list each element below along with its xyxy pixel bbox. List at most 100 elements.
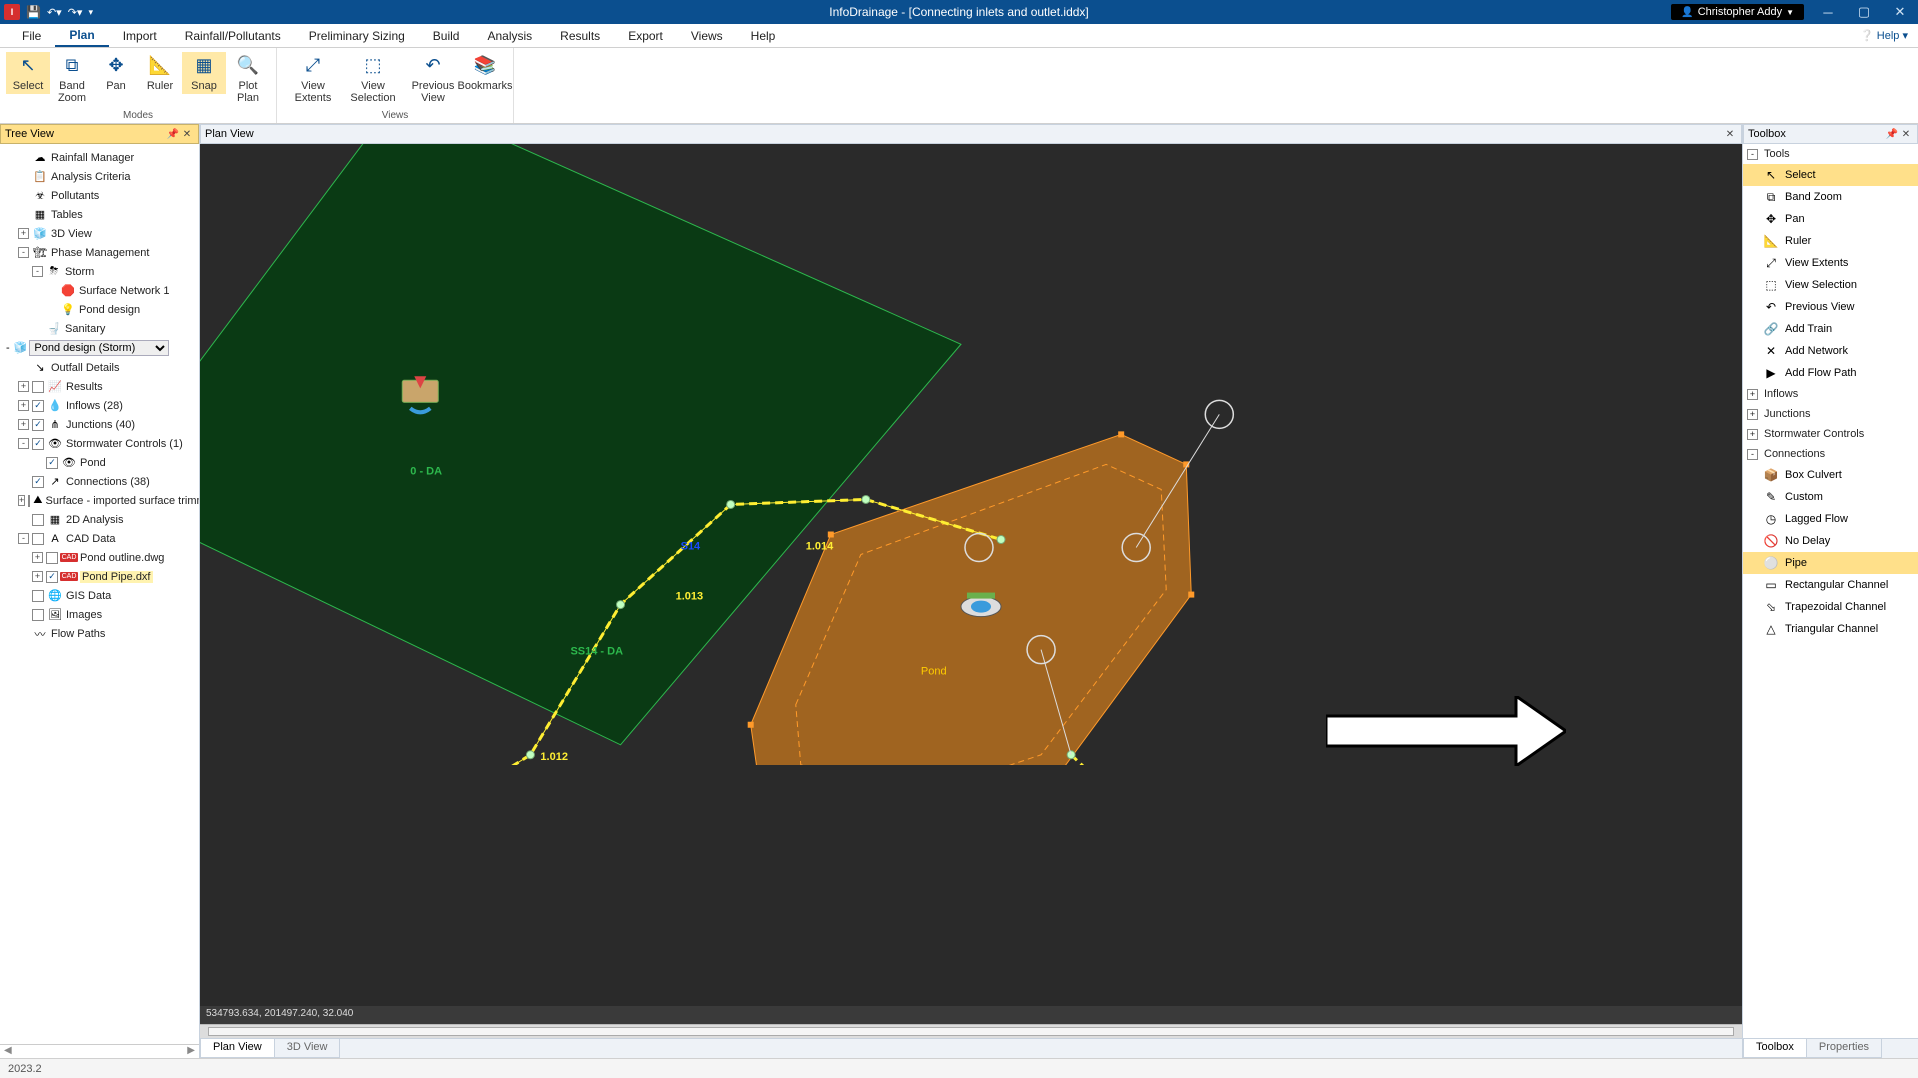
tree-node-rainfall-manager[interactable]: ☁Rainfall Manager bbox=[2, 148, 197, 167]
ribbon-previous-view[interactable]: ↶Previous View bbox=[403, 52, 463, 106]
tree-node-2d-analysis[interactable]: ▦2D Analysis bbox=[2, 510, 197, 529]
maximize-button[interactable]: ▢ bbox=[1846, 0, 1882, 24]
tool-add-network[interactable]: ✕Add Network bbox=[1743, 340, 1918, 362]
toolbox-group-tools[interactable]: -Tools bbox=[1743, 144, 1918, 164]
tool-trapezoidal-channel[interactable]: ⬂Trapezoidal Channel bbox=[1743, 596, 1918, 618]
tool-add-train[interactable]: 🔗Add Train bbox=[1743, 318, 1918, 340]
menu-preliminarysizing[interactable]: Preliminary Sizing bbox=[295, 24, 419, 47]
menu-build[interactable]: Build bbox=[419, 24, 474, 47]
tree-node-results[interactable]: +📈Results bbox=[2, 377, 197, 396]
tree-node-pond-design[interactable]: 💡Pond design bbox=[2, 300, 197, 319]
help-link[interactable]: ❔Help ▾ bbox=[1860, 24, 1918, 47]
tree-node-surface-network-1[interactable]: 🛑Surface Network 1 bbox=[2, 281, 197, 300]
tree-view-title: Tree View bbox=[5, 128, 54, 140]
tree-node-gis-data[interactable]: 🌐GIS Data bbox=[2, 586, 197, 605]
pin-icon[interactable]: 📌 bbox=[1885, 129, 1899, 140]
user-menu[interactable]: 👤Christopher Addy▼ bbox=[1671, 4, 1804, 20]
tree-node-connections--38-[interactable]: ↗Connections (38) bbox=[2, 472, 197, 491]
menu-views[interactable]: Views bbox=[677, 24, 737, 47]
tool-view-extents[interactable]: ⤢View Extents bbox=[1743, 252, 1918, 274]
tree-node-surface---imported-surface-trimmed[interactable]: +⛰Surface - imported surface trimmed bbox=[2, 491, 197, 510]
tree-node-sanitary[interactable]: 🚽Sanitary bbox=[2, 319, 197, 338]
tool-view-selection[interactable]: ⬚View Selection bbox=[1743, 274, 1918, 296]
tree-node-junctions--40-[interactable]: +⋔Junctions (40) bbox=[2, 415, 197, 434]
plan-close-icon[interactable]: ✕ bbox=[1723, 129, 1737, 140]
tool-box-culvert[interactable]: 📦Box Culvert bbox=[1743, 464, 1918, 486]
tool-rectangular-channel[interactable]: ▭Rectangular Channel bbox=[1743, 574, 1918, 596]
tree-scroll-right[interactable]: ▶ bbox=[187, 1045, 195, 1058]
tree-node-cad-data[interactable]: -ACAD Data bbox=[2, 529, 197, 548]
plan-view-header: Plan View ✕ bbox=[200, 124, 1742, 144]
menu-results[interactable]: Results bbox=[546, 24, 614, 47]
undo-icon[interactable]: ↶▾ bbox=[47, 6, 62, 19]
pin-icon[interactable]: 📌 bbox=[166, 129, 180, 140]
tool-ruler[interactable]: 📐Ruler bbox=[1743, 230, 1918, 252]
plan-canvas[interactable]: 0 - DASS14 - DAPond1.0141.0131.012.0041.… bbox=[200, 144, 1742, 1006]
tree-node-images[interactable]: 🖼Images bbox=[2, 605, 197, 624]
toolbox-tab-toolbox[interactable]: Toolbox bbox=[1743, 1039, 1807, 1058]
ribbon-view-extents[interactable]: ⤢View Extents bbox=[283, 52, 343, 106]
menu-rainfallpollutants[interactable]: Rainfall/Pollutants bbox=[171, 24, 295, 47]
phase-selector[interactable]: -🧊Pond design (Storm) bbox=[6, 340, 193, 356]
tree-node-stormwater-controls--1-[interactable]: -👁Stormwater Controls (1) bbox=[2, 434, 197, 453]
minimize-button[interactable]: ─ bbox=[1810, 0, 1846, 24]
qat-customize-icon[interactable]: ▾ bbox=[88, 7, 93, 18]
window-title: InfoDrainage - [Connecting inlets and ou… bbox=[829, 5, 1089, 19]
menu-file[interactable]: File bbox=[8, 24, 55, 47]
toolbox-title: Toolbox bbox=[1748, 128, 1786, 140]
view-tab-plan-view[interactable]: Plan View bbox=[200, 1039, 275, 1058]
close-icon[interactable]: ✕ bbox=[180, 129, 194, 140]
ribbon-ruler[interactable]: 📐Ruler bbox=[138, 52, 182, 94]
menu-plan[interactable]: Plan bbox=[55, 24, 108, 47]
view-tab-3d-view[interactable]: 3D View bbox=[274, 1039, 341, 1058]
ribbon-plot-plan[interactable]: 🔍Plot Plan bbox=[226, 52, 270, 106]
menu-analysis[interactable]: Analysis bbox=[473, 24, 546, 47]
close-button[interactable]: ✕ bbox=[1882, 0, 1918, 24]
ribbon-bookmarks[interactable]: 📚Bookmarks bbox=[463, 52, 507, 94]
tool-add-flow-path[interactable]: ▶Add Flow Path bbox=[1743, 362, 1918, 384]
ribbon-select[interactable]: ↖Select bbox=[6, 52, 50, 94]
tree-node-phase-management[interactable]: -🏗Phase Management bbox=[2, 243, 197, 262]
tree-node-pond[interactable]: 👁Pond bbox=[2, 453, 197, 472]
tree-node-analysis-criteria[interactable]: 📋Analysis Criteria bbox=[2, 167, 197, 186]
tree-node-flow-paths[interactable]: 〰Flow Paths bbox=[2, 624, 197, 643]
ribbon-snap[interactable]: ▦Snap bbox=[182, 52, 226, 94]
ribbon-pan[interactable]: ✥Pan bbox=[94, 52, 138, 94]
ribbon-group-modes: Modes bbox=[0, 110, 276, 123]
ribbon-band-zoom[interactable]: ⧉Band Zoom bbox=[50, 52, 94, 106]
tool-select[interactable]: ↖Select bbox=[1743, 164, 1918, 186]
toolbox-group-connections[interactable]: -Connections bbox=[1743, 444, 1918, 464]
menu-help[interactable]: Help bbox=[737, 24, 790, 47]
tool-no-delay[interactable]: 🚫No Delay bbox=[1743, 530, 1918, 552]
toolbox-group-inflows[interactable]: +Inflows bbox=[1743, 384, 1918, 404]
redo-icon[interactable]: ↷▾ bbox=[68, 6, 83, 19]
tool-custom[interactable]: ✎Custom bbox=[1743, 486, 1918, 508]
tool-lagged-flow[interactable]: ◷Lagged Flow bbox=[1743, 508, 1918, 530]
menu-import[interactable]: Import bbox=[109, 24, 171, 47]
tree-node-pollutants[interactable]: ☣Pollutants bbox=[2, 186, 197, 205]
tree-node-pond-outline-dwg[interactable]: +CADPond outline.dwg bbox=[2, 548, 197, 567]
plan-scroll-x[interactable] bbox=[200, 1024, 1742, 1038]
tool-band-zoom[interactable]: ⧉Band Zoom bbox=[1743, 186, 1918, 208]
close-icon[interactable]: ✕ bbox=[1899, 129, 1913, 140]
coordinate-readout: 534793.634, 201497.240, 32.040 bbox=[200, 1006, 1742, 1024]
tool-triangular-channel[interactable]: △Triangular Channel bbox=[1743, 618, 1918, 640]
tree-node-tables[interactable]: ▦Tables bbox=[2, 205, 197, 224]
tree-node-3d-view[interactable]: +🧊3D View bbox=[2, 224, 197, 243]
tree-body[interactable]: ☁Rainfall Manager📋Analysis Criteria☣Poll… bbox=[0, 144, 199, 1044]
tree-node-inflows--28-[interactable]: +💧Inflows (28) bbox=[2, 396, 197, 415]
toolbox-group-junctions[interactable]: +Junctions bbox=[1743, 404, 1918, 424]
toolbox-tab-properties[interactable]: Properties bbox=[1806, 1039, 1882, 1058]
tree-node-pond-pipe-dxf[interactable]: +CADPond Pipe.dxf bbox=[2, 567, 197, 586]
tree-node-outfall-details[interactable]: ↘Outfall Details bbox=[2, 358, 197, 377]
toolbox-group-stormwater-controls[interactable]: +Stormwater Controls bbox=[1743, 424, 1918, 444]
app-icon: I bbox=[4, 4, 20, 20]
ribbon-view-selection[interactable]: ⬚View Selection bbox=[343, 52, 403, 106]
tool-pan[interactable]: ✥Pan bbox=[1743, 208, 1918, 230]
tool-previous-view[interactable]: ↶Previous View bbox=[1743, 296, 1918, 318]
tree-scroll-left[interactable]: ◀ bbox=[4, 1045, 12, 1058]
menu-export[interactable]: Export bbox=[614, 24, 677, 47]
save-icon[interactable]: 💾 bbox=[26, 5, 41, 19]
tool-pipe[interactable]: ⚪Pipe bbox=[1743, 552, 1918, 574]
tree-node-storm[interactable]: -⛈Storm bbox=[2, 262, 197, 281]
